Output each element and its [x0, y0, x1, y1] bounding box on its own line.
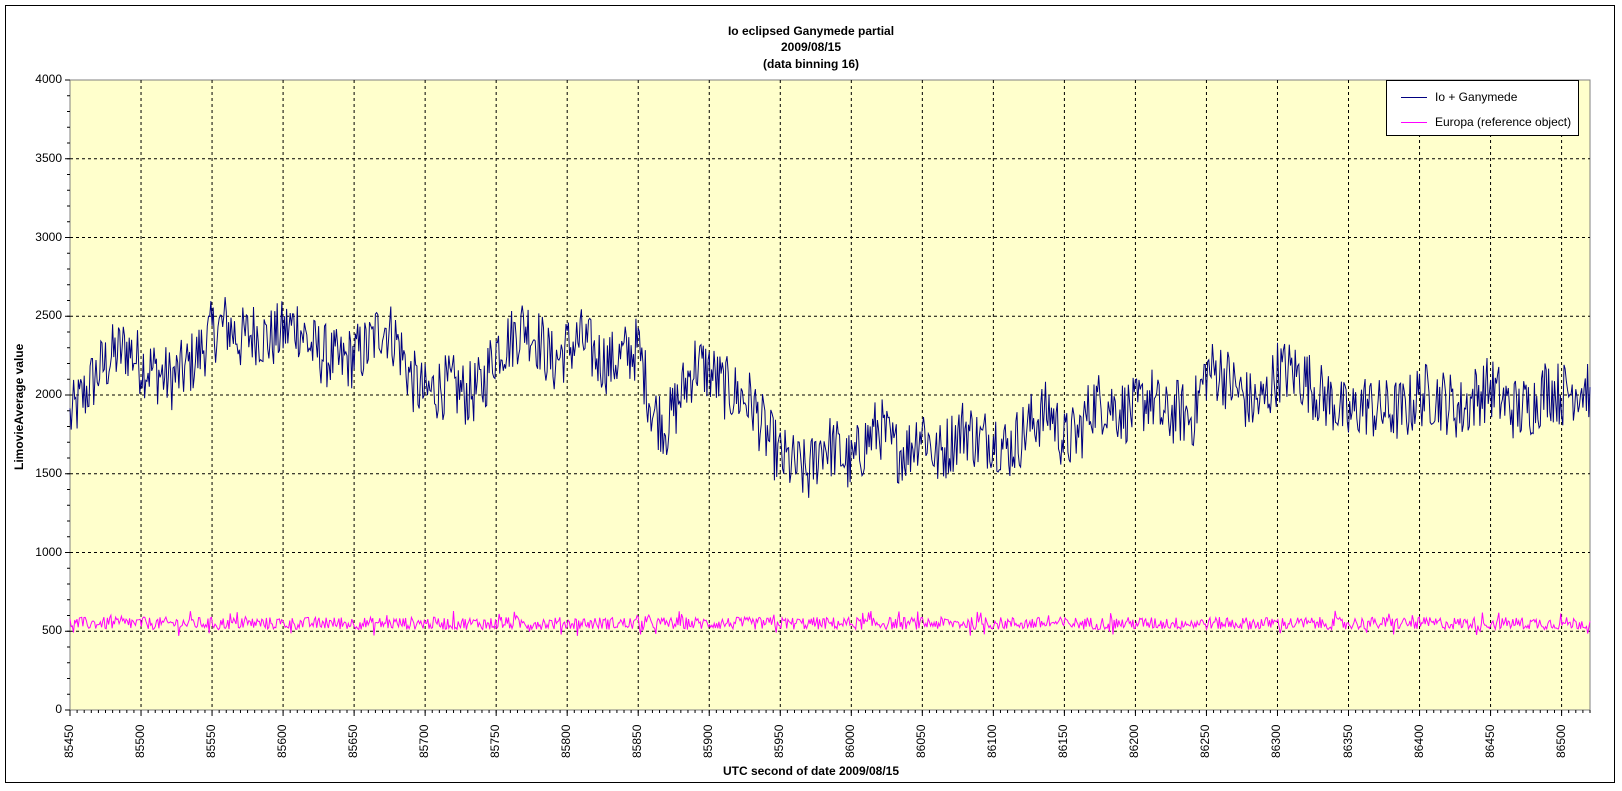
x-tick-label: 86100 — [985, 724, 1000, 758]
chart-title-line-2: 2009/08/15 — [780, 40, 842, 54]
legend: Io + Ganymede Europa (reference object) — [1386, 80, 1579, 136]
chart-title-line-1: Io eclipsed Ganymede partial — [727, 24, 895, 38]
x-tick-label: 86400 — [1411, 724, 1426, 758]
x-tick-label: 86350 — [1340, 724, 1355, 758]
y-tick-label: 2000 — [35, 387, 62, 401]
legend-label-europa: Europa (reference object) — [1435, 115, 1572, 129]
legend-item-io-ganymede: Io + Ganymede — [1401, 87, 1517, 107]
y-tick-label: 3500 — [35, 150, 62, 165]
x-tick-label: 85550 — [204, 724, 219, 758]
legend-swatch-europa — [1401, 121, 1427, 123]
x-tick-label: 86200 — [1127, 724, 1142, 758]
series-line-io-ganymede — [69, 297, 1591, 498]
x-tick-label: 85700 — [417, 724, 432, 758]
x-tick-label: 85900 — [701, 724, 716, 758]
y-tick-label: 500 — [41, 623, 62, 638]
x-tick-label: 85500 — [133, 724, 148, 758]
x-tick-label: 86500 — [1553, 724, 1568, 758]
y-tick-label: 4000 — [35, 72, 62, 86]
legend-item-europa: Europa (reference object) — [1401, 112, 1571, 132]
x-tick-label: 86150 — [1056, 724, 1071, 758]
x-tick-label: 85450 — [62, 724, 76, 758]
x-tick-label: 86300 — [1269, 724, 1284, 758]
x-tick-label: 85800 — [559, 724, 574, 758]
y-tick-label: 1500 — [35, 465, 62, 480]
chart-title-line-3: (data binning 16) — [763, 57, 859, 71]
axis-ticks — [65, 79, 1591, 716]
x-tick-label: 85600 — [275, 724, 290, 758]
x-tick-label: 85650 — [346, 724, 361, 758]
series-line-europa — [69, 610, 1591, 636]
x-tick-label: 85950 — [772, 724, 787, 758]
y-axis-label: LimovieAverage value — [12, 343, 26, 470]
x-tick-label: 86050 — [914, 724, 929, 758]
legend-swatch-io-ganymede — [1401, 96, 1427, 98]
x-axis-label: UTC second of date 2009/08/15 — [722, 764, 900, 778]
x-tick-label: 86000 — [843, 724, 858, 758]
x-tick-label: 86250 — [1198, 724, 1213, 758]
y-tick-label: 0 — [55, 702, 62, 716]
x-tick-label: 85850 — [630, 724, 645, 758]
y-tick-label: 1000 — [35, 544, 62, 559]
legend-label-io-ganymede: Io + Ganymede — [1435, 90, 1518, 104]
y-tick-label: 2500 — [35, 308, 62, 323]
x-tick-label: 86450 — [1482, 724, 1497, 758]
y-tick-label: 3000 — [35, 229, 62, 244]
x-tick-label: 85750 — [488, 724, 503, 758]
